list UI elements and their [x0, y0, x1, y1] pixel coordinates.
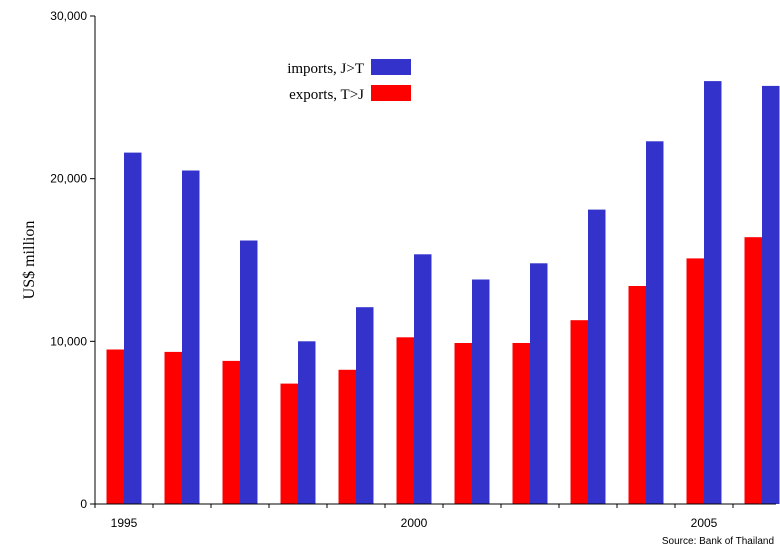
import-bar-1996 [182, 170, 200, 504]
legend-label: exports, T>J [289, 87, 364, 103]
y-tick-labels: 0 10,000 20,000 30,000 [50, 9, 95, 511]
import-bar-2004 [646, 141, 664, 505]
legend-swatch [371, 59, 411, 75]
export-bar-1999 [338, 369, 356, 504]
y-tick-label: 0 [80, 497, 87, 511]
export-bar-2005 [686, 258, 704, 504]
axes-group [94, 16, 776, 505]
export-bar-2001 [454, 343, 472, 504]
import-bar-2000 [414, 254, 432, 504]
import-bar-2002 [530, 263, 548, 504]
export-bar-1998 [280, 383, 298, 504]
export-bar-2000 [396, 337, 414, 504]
export-bar-2006 [744, 237, 762, 504]
y-tick-label: 20,000 [50, 172, 87, 186]
import-bar-1995 [124, 152, 142, 504]
export-bar-2003 [570, 320, 588, 504]
bars-group [106, 81, 780, 505]
x-tick-labels: 1995 2000 2005 [94, 504, 734, 530]
x-tick-label: 2000 [401, 516, 428, 530]
import-bar-2003 [588, 209, 606, 504]
y-tick-label: 30,000 [50, 9, 87, 23]
source-note: Source: Bank of Thailand [662, 536, 774, 547]
import-bar-1999 [356, 307, 374, 504]
export-bar-2002 [512, 343, 530, 504]
export-bar-2004 [628, 286, 646, 504]
y-tick-label: 10,000 [50, 334, 87, 348]
x-tick-label: 2005 [691, 516, 718, 530]
import-bar-2005 [704, 81, 722, 504]
import-bar-2001 [472, 279, 490, 504]
legend-label: imports, J>T [287, 61, 364, 77]
export-bar-1995 [106, 349, 124, 504]
legend: imports, J>T exports, T>J [287, 59, 411, 103]
import-bar-1998 [298, 341, 316, 504]
legend-swatch [371, 85, 411, 101]
x-tick-label: 1995 [111, 516, 138, 530]
import-bar-1997 [240, 240, 258, 504]
y-axis-title: US$ million [21, 221, 38, 300]
export-bar-1996 [164, 351, 182, 504]
import-bar-2006 [762, 85, 780, 505]
export-bar-1997 [222, 360, 240, 504]
